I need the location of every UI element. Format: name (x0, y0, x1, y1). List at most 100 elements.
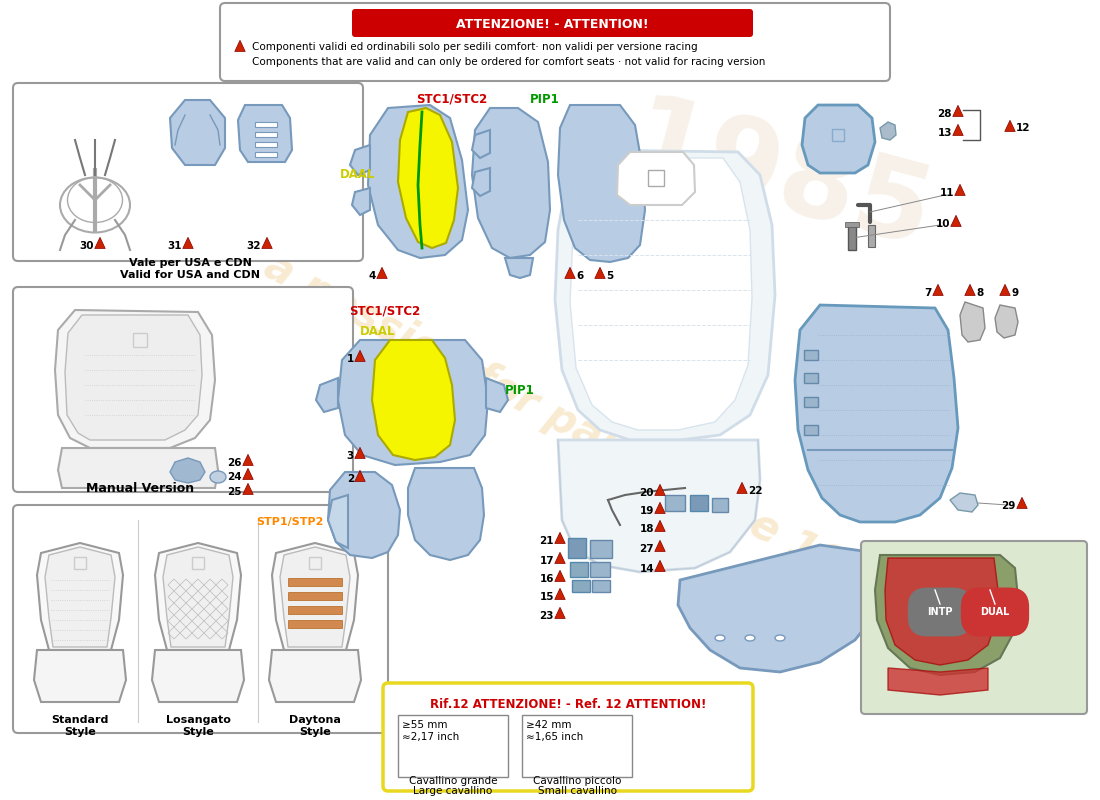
Polygon shape (654, 560, 666, 571)
Bar (868, 225, 875, 247)
Bar (568, 538, 586, 558)
Ellipse shape (210, 471, 225, 483)
Polygon shape (965, 284, 976, 295)
Polygon shape (654, 502, 666, 514)
Text: 17: 17 (539, 556, 554, 566)
Polygon shape (1004, 120, 1015, 131)
Text: 15: 15 (539, 592, 554, 602)
Polygon shape (243, 468, 253, 479)
Text: DAAL: DAAL (361, 325, 396, 338)
FancyBboxPatch shape (352, 9, 754, 37)
Polygon shape (37, 543, 123, 650)
Polygon shape (328, 472, 400, 558)
Polygon shape (243, 454, 253, 466)
Bar (288, 620, 342, 628)
Polygon shape (570, 158, 752, 430)
Polygon shape (338, 340, 488, 465)
Polygon shape (554, 607, 565, 618)
Polygon shape (558, 105, 645, 262)
Polygon shape (152, 650, 244, 702)
Text: ATTENZIONE! - ATTENTION!: ATTENZIONE! - ATTENTION! (455, 18, 648, 30)
Bar (255, 142, 277, 147)
Polygon shape (472, 168, 490, 196)
Polygon shape (65, 315, 202, 440)
Text: Losangato
Style: Losangato Style (166, 715, 230, 737)
Text: ≥55 mm
≈2,17 inch: ≥55 mm ≈2,17 inch (402, 720, 460, 742)
Text: Manual Version: Manual Version (86, 482, 194, 495)
Text: 24: 24 (228, 472, 242, 482)
Text: ≥42 mm
≈1,65 inch: ≥42 mm ≈1,65 inch (526, 720, 583, 742)
Text: 10: 10 (935, 219, 950, 229)
Text: 8: 8 (976, 288, 983, 298)
Polygon shape (654, 484, 666, 495)
Polygon shape (1016, 498, 1027, 509)
Polygon shape (238, 105, 292, 162)
Polygon shape (953, 124, 964, 135)
Polygon shape (950, 493, 978, 512)
Polygon shape (170, 100, 226, 165)
Polygon shape (55, 310, 215, 448)
Polygon shape (354, 470, 365, 482)
Bar (804, 425, 818, 435)
Bar (255, 132, 277, 137)
Text: 21: 21 (539, 536, 554, 546)
Bar (804, 373, 818, 383)
Polygon shape (58, 448, 218, 488)
Polygon shape (486, 378, 508, 412)
Text: INTP: INTP (927, 607, 953, 617)
Text: a passion for parts since 1985: a passion for parts since 1985 (257, 246, 902, 614)
FancyBboxPatch shape (220, 3, 890, 81)
Polygon shape (950, 215, 961, 226)
Text: STC1/STC2: STC1/STC2 (417, 93, 487, 106)
Text: 29: 29 (1002, 501, 1016, 511)
Polygon shape (595, 267, 605, 278)
Text: 27: 27 (639, 544, 654, 554)
Text: 7: 7 (925, 288, 932, 298)
Text: 11: 11 (939, 188, 954, 198)
Bar (590, 540, 612, 558)
Bar (522, 715, 632, 777)
Polygon shape (316, 378, 338, 412)
Text: 26: 26 (228, 458, 242, 468)
Bar (845, 222, 859, 227)
Text: 1985: 1985 (617, 88, 943, 272)
Text: 12: 12 (1016, 123, 1031, 133)
Text: Rif.12 ATTENZIONE! - Ref. 12 ATTENTION!: Rif.12 ATTENZIONE! - Ref. 12 ATTENTION! (430, 698, 706, 711)
Text: 2: 2 (346, 474, 354, 484)
Polygon shape (737, 482, 747, 494)
Polygon shape (183, 238, 194, 249)
Text: Daytona
Style: Daytona Style (289, 715, 341, 737)
Polygon shape (163, 547, 233, 647)
Bar (572, 580, 590, 592)
Polygon shape (155, 543, 241, 650)
Polygon shape (554, 532, 565, 543)
Text: 19: 19 (639, 506, 654, 516)
Text: Components that are valid and can only be ordered for comfort seats · not valid : Components that are valid and can only b… (252, 57, 766, 67)
Polygon shape (996, 305, 1018, 338)
Text: Large cavallino: Large cavallino (414, 786, 493, 796)
Polygon shape (933, 284, 944, 295)
Bar (804, 350, 818, 360)
Text: 30: 30 (79, 241, 94, 251)
Polygon shape (795, 305, 958, 522)
Text: 22: 22 (748, 486, 762, 496)
Bar (255, 152, 277, 157)
Polygon shape (472, 108, 550, 258)
Polygon shape (272, 543, 358, 650)
Bar (590, 562, 610, 577)
FancyBboxPatch shape (383, 683, 754, 791)
Polygon shape (408, 468, 484, 560)
Bar (570, 562, 589, 577)
Polygon shape (554, 570, 565, 582)
Bar (712, 498, 728, 512)
Polygon shape (280, 547, 350, 647)
Text: 4: 4 (368, 271, 376, 281)
Text: 5: 5 (606, 271, 614, 281)
Polygon shape (328, 495, 348, 548)
Ellipse shape (776, 635, 785, 641)
Text: 23: 23 (539, 611, 554, 621)
Text: 18: 18 (639, 524, 654, 534)
Text: 31: 31 (167, 241, 182, 251)
Polygon shape (505, 258, 534, 278)
Polygon shape (234, 40, 245, 51)
